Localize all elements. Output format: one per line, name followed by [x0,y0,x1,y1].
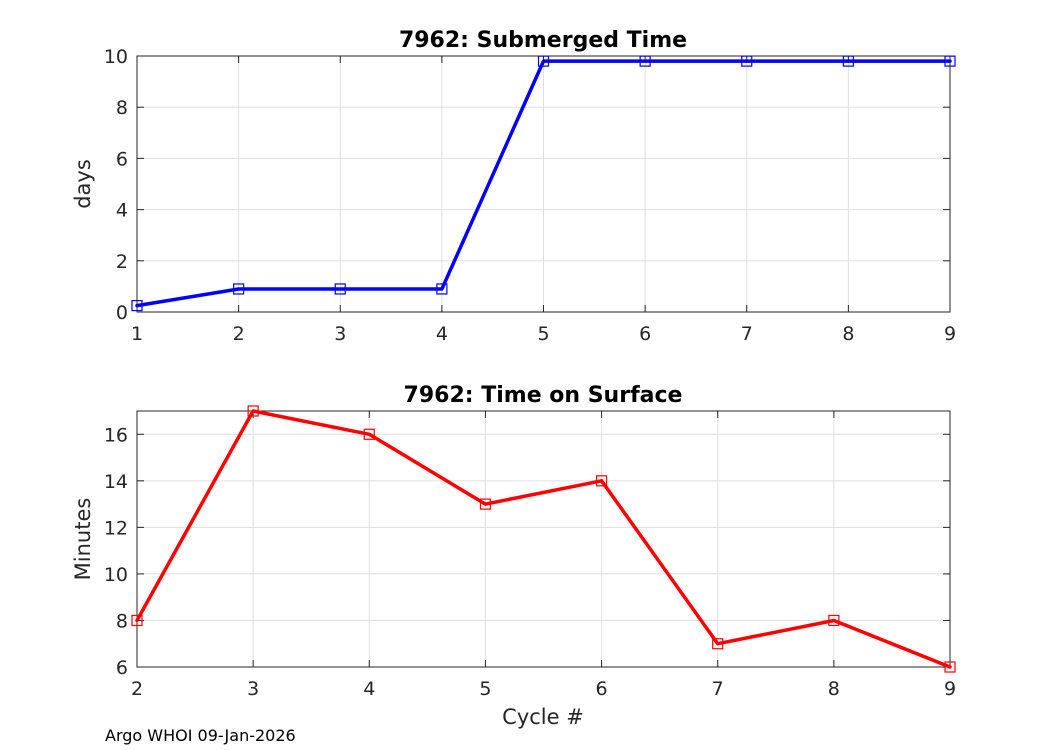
data-point [741,55,753,67]
y-tick-label: 8 [116,610,128,632]
x-tick-label: 9 [944,678,956,700]
data-point [842,55,854,67]
y-tick-label: 0 [116,302,128,324]
x-axis-label: Cycle # [502,705,584,729]
x-tick-label: 6 [639,323,651,345]
data-point [828,614,840,627]
y-tick-label: 4 [116,200,128,222]
series-line [135,409,952,669]
data-point [334,283,346,295]
y-tick-label: 16 [104,424,128,446]
y-tick-label: 8 [116,97,128,119]
y-tick-label: 6 [116,657,128,679]
plot-area [137,411,950,667]
x-tick-label: 7 [741,323,753,345]
x-tick-label: 8 [842,323,854,345]
footer-text: Argo WHOI 09-Jan-2026 [105,726,296,745]
data-point [944,55,956,67]
x-tick-label: 4 [436,323,448,345]
data-point [131,614,143,627]
y-tick-label: 14 [104,471,128,493]
x-tick-label: 3 [334,323,346,345]
y-axis-label: days [71,159,95,209]
x-tick-label: 4 [363,678,375,700]
data-point [712,638,724,650]
series-line [135,59,952,308]
x-tick-label: 1 [131,323,143,345]
x-tick-label: 2 [233,323,245,345]
y-axis-label: Minutes [71,498,95,581]
data-point [944,661,956,673]
data-point [537,55,550,67]
x-tick-label: 7 [712,678,724,700]
data-point [363,428,375,440]
data-point [436,283,448,295]
data-point [233,283,245,295]
plot-submerged-time: 1 2 3 4 5 6 7 8 9 0 2 4 6 8 10 7962: Submerged Time da… [71,28,956,345]
data-point [595,475,608,487]
x-tick-label: 2 [131,678,143,700]
x-tick-label: 5 [479,678,491,700]
x-tick-label: 8 [828,678,840,700]
x-tick-label: 6 [596,678,608,700]
x-tick-label: 3 [247,678,259,700]
y-tick-label: 2 [116,251,128,273]
data-point [131,300,143,312]
y-tick-label: 6 [116,148,128,170]
y-tick-label: 10 [104,564,128,586]
data-point [479,498,492,510]
x-tick-label: 5 [537,323,549,345]
chart-title: 7962: Time on Surface [404,383,683,408]
data-point [247,405,259,417]
y-tick-label: 12 [104,517,128,539]
y-tick-label: 10 [104,46,128,68]
plot-time-on-surface: 2 3 4 5 6 7 8 9 6 8 10 12 14 16 7962: Time on Surface… [71,383,956,729]
axes-box [136,410,951,668]
data-point [639,55,651,67]
x-tick-label: 9 [944,323,956,345]
chart-title: 7962: Submerged Time [399,28,687,53]
